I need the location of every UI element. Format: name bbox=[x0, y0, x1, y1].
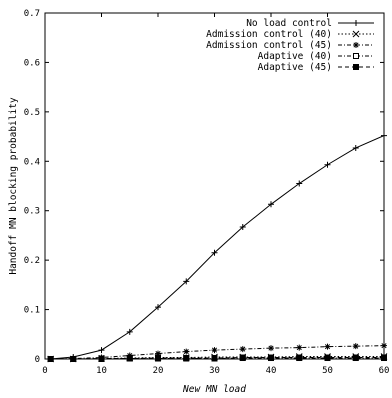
y-tick-label: 0.6 bbox=[24, 58, 40, 68]
data-point bbox=[352, 343, 359, 350]
x-tick-label: 10 bbox=[96, 366, 107, 376]
legend-label: Admission control (40) bbox=[206, 29, 332, 40]
x-tick-label: 50 bbox=[322, 366, 333, 376]
data-point bbox=[296, 354, 303, 361]
x-tick-label: 0 bbox=[42, 366, 47, 376]
y-tick-label: 0.3 bbox=[24, 207, 40, 217]
data-point bbox=[352, 144, 359, 151]
legend-entry: Admission control (40) bbox=[206, 29, 374, 40]
legend-label: No load control bbox=[246, 18, 332, 29]
y-tick-label: 0 bbox=[35, 355, 40, 365]
y-tick-label: 0.7 bbox=[24, 9, 40, 19]
legend-entry: Admission control (45) bbox=[206, 40, 374, 51]
legend-label: Adaptive (45) bbox=[258, 62, 332, 73]
data-point bbox=[155, 350, 161, 357]
legend-label: Admission control (45) bbox=[206, 40, 332, 51]
data-point bbox=[239, 346, 246, 353]
series-line bbox=[50, 135, 385, 360]
data-point bbox=[268, 201, 274, 208]
legend-entry: Adaptive (45) bbox=[258, 62, 374, 73]
y-tick-label: 0.5 bbox=[24, 108, 40, 118]
data-point bbox=[353, 42, 359, 48]
data-point bbox=[155, 304, 161, 311]
data-point bbox=[296, 180, 303, 187]
data-point bbox=[211, 347, 218, 354]
x-tick-label: 20 bbox=[153, 366, 164, 376]
data-point bbox=[183, 355, 190, 362]
data-point bbox=[324, 343, 331, 350]
data-point bbox=[211, 249, 218, 256]
y-tick-label: 0.4 bbox=[24, 157, 40, 167]
data-point bbox=[296, 344, 303, 351]
series-1 bbox=[47, 132, 387, 362]
data-point bbox=[183, 348, 190, 355]
x-axis-title: New MN load bbox=[182, 384, 246, 395]
legend-label: Adaptive (40) bbox=[258, 51, 332, 62]
data-point bbox=[98, 347, 105, 354]
data-point bbox=[353, 20, 359, 26]
data-point bbox=[353, 53, 359, 59]
data-point bbox=[126, 328, 133, 335]
y-axis-title: Handoff MN blocking probability bbox=[8, 97, 19, 275]
data-point bbox=[239, 354, 246, 361]
plot-area bbox=[47, 132, 388, 363]
data-point bbox=[352, 30, 360, 38]
y-tick-label: 0.2 bbox=[24, 256, 40, 266]
legend-entry: Adaptive (40) bbox=[258, 51, 374, 62]
data-point bbox=[239, 224, 246, 231]
data-point bbox=[183, 278, 190, 285]
data-point bbox=[353, 64, 359, 70]
x-tick-label: 40 bbox=[266, 366, 277, 376]
legend-entry: No load control bbox=[246, 18, 374, 29]
data-point bbox=[352, 354, 359, 361]
data-point bbox=[324, 161, 331, 168]
x-tick-label: 30 bbox=[209, 366, 220, 376]
y-tick-label: 0.1 bbox=[24, 306, 40, 316]
x-tick-label: 60 bbox=[379, 366, 390, 376]
data-point bbox=[268, 345, 274, 352]
plot-frame bbox=[44, 12, 385, 360]
axes: 0 10 20 30 40 50 60 0 0.1 0.2 0.3 0.4 0.5 0.6 0.7 New M… bbox=[8, 9, 389, 395]
